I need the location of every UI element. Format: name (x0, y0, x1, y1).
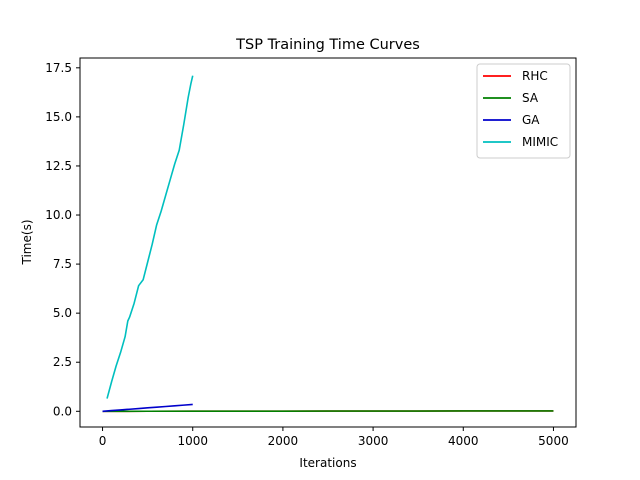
legend-label-ga: GA (522, 113, 540, 127)
y-tick-label: 15.0 (45, 110, 72, 124)
plot-area-frame (79, 57, 577, 428)
y-tick-label: 2.5 (53, 355, 72, 369)
y-tick-label: 12.5 (45, 159, 72, 173)
axis-ticks: 0 1000 2000 3000 4000 5000 0.0 2.5 5.0 7.5 10.0 12.… (45, 61, 568, 448)
legend: RHC SA GA MIMIC (476, 63, 571, 159)
legend-box (476, 63, 571, 159)
x-tick-label: 5000 (538, 434, 569, 448)
x-tick-label: 3000 (358, 434, 389, 448)
y-tick-label: 0.0 (53, 404, 72, 418)
y-tick-label: 17.5 (45, 61, 72, 75)
series-line-ga (102, 403, 193, 413)
x-tick-label: 1000 (177, 434, 208, 448)
y-tick-label: 10.0 (45, 208, 72, 222)
y-tick-label: 5.0 (53, 306, 72, 320)
legend-label-mimic: MIMIC (522, 135, 558, 149)
x-tick-label: 2000 (268, 434, 299, 448)
chart-title: TSP Training Time Curves (235, 37, 420, 53)
legend-label-sa: SA (522, 91, 539, 105)
series-line-mimic (106, 75, 194, 399)
y-axis-label: Time(s) (20, 220, 34, 266)
series-lines (102, 75, 554, 413)
x-tick-label: 4000 (448, 434, 479, 448)
x-axis-label: Iterations (299, 456, 356, 470)
y-tick-label: 7.5 (53, 257, 72, 271)
x-tick-label: 0 (99, 434, 107, 448)
legend-label-rhc: RHC (522, 69, 548, 83)
